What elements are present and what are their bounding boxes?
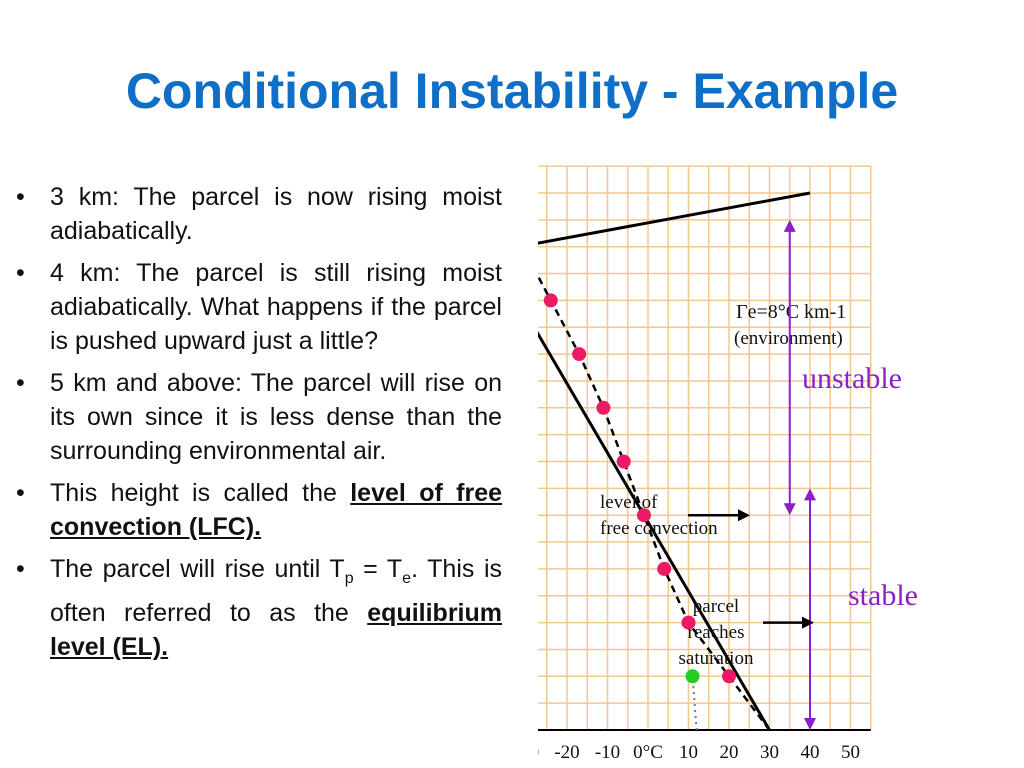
parcel-point [616,454,631,469]
bullet-list: • 3 km: The parcel is now rising moist ad… [14,180,502,672]
parcel-point [572,347,587,362]
sounding-diagram: -40-30-20-100°C102030405012345678910km Γ… [538,165,918,763]
grid [538,165,872,730]
annotations: Γe=8°C km-1 (environment) unstable stabl… [600,219,918,730]
bullet-text: = T [353,555,403,583]
bullet-item: • This height is called the level of free… [16,479,502,541]
x-tick-label: 40 [801,742,820,763]
stable-label: stable [848,579,918,612]
x-tick-label: -30 [538,742,539,763]
bullet-text: The parcel will rise until T [50,555,345,583]
unstable-label: unstable [802,362,902,395]
saturation-label-line1: parcel [693,596,739,617]
bullet-item: • 4 km: The parcel is still rising moist … [16,259,502,355]
lfc-pointer-arrow-head-icon [738,509,750,522]
parcel-point [657,561,672,576]
unstable-range-arrow-tail-icon [783,503,796,516]
environment-lapse-rate-label: Γe=8°C km-1 [736,301,846,323]
el-term: equilibrium level (EL). [50,599,502,661]
parcel-point [543,293,558,308]
saturation-point [685,669,700,684]
parcel-point [636,508,651,523]
x-tick-label: -10 [595,742,620,763]
x-tick-label: 20 [720,742,739,763]
saturation-label-line2: reaches [688,622,745,643]
x-tick-label: 10 [679,742,698,763]
bullet-text: . This is often referred to as the [50,555,502,627]
stable-range-arrow-head-icon [804,488,816,501]
unstable-range-arrow-head-icon [783,219,796,232]
environment-label: (environment) [734,328,843,349]
x-tick-label: 0°C [633,742,663,763]
slide-title: Conditional Instability - Example [125,63,899,119]
x-tick-label: -20 [554,742,579,763]
x-tick-label: 30 [760,742,779,763]
parcel-point [681,615,696,630]
saturation-pointer-arrow-head-icon [802,616,814,629]
parcel-point [722,669,736,684]
bullet-text: 4 km: The parcel is still rising moist a… [50,259,502,355]
parcel-point [596,400,611,415]
lfc-label-line1: level of [600,492,658,513]
subscript-p: p [344,570,354,587]
lfc-term: level of free convection (LFC). [50,479,502,541]
lfc-label-line2: free convection [600,518,718,539]
axes: -40-30-20-100°C102030405012345678910km [538,729,871,763]
subscript-e: e [402,570,412,587]
parcel-path-line [538,273,771,731]
parcel-marks [543,293,736,684]
bullet-text: This height is called the [50,479,351,507]
bullet-text: 3 km: The parcel is now rising moist adi… [50,183,502,245]
bullet-item: • The parcel will rise until Tp = Te. Thi… [16,555,502,661]
bullet-item: • 5 km and above: The parcel will rise on… [16,369,502,465]
bullet-text: 5 km and above: The parcel will rise on … [50,369,502,465]
stable-range-arrow-tail-icon [804,718,816,730]
bullet-item: • 3 km: The parcel is now rising moist ad… [16,183,502,245]
saturation-label-line3: saturation [679,648,754,669]
x-tick-label: 50 [841,742,860,763]
